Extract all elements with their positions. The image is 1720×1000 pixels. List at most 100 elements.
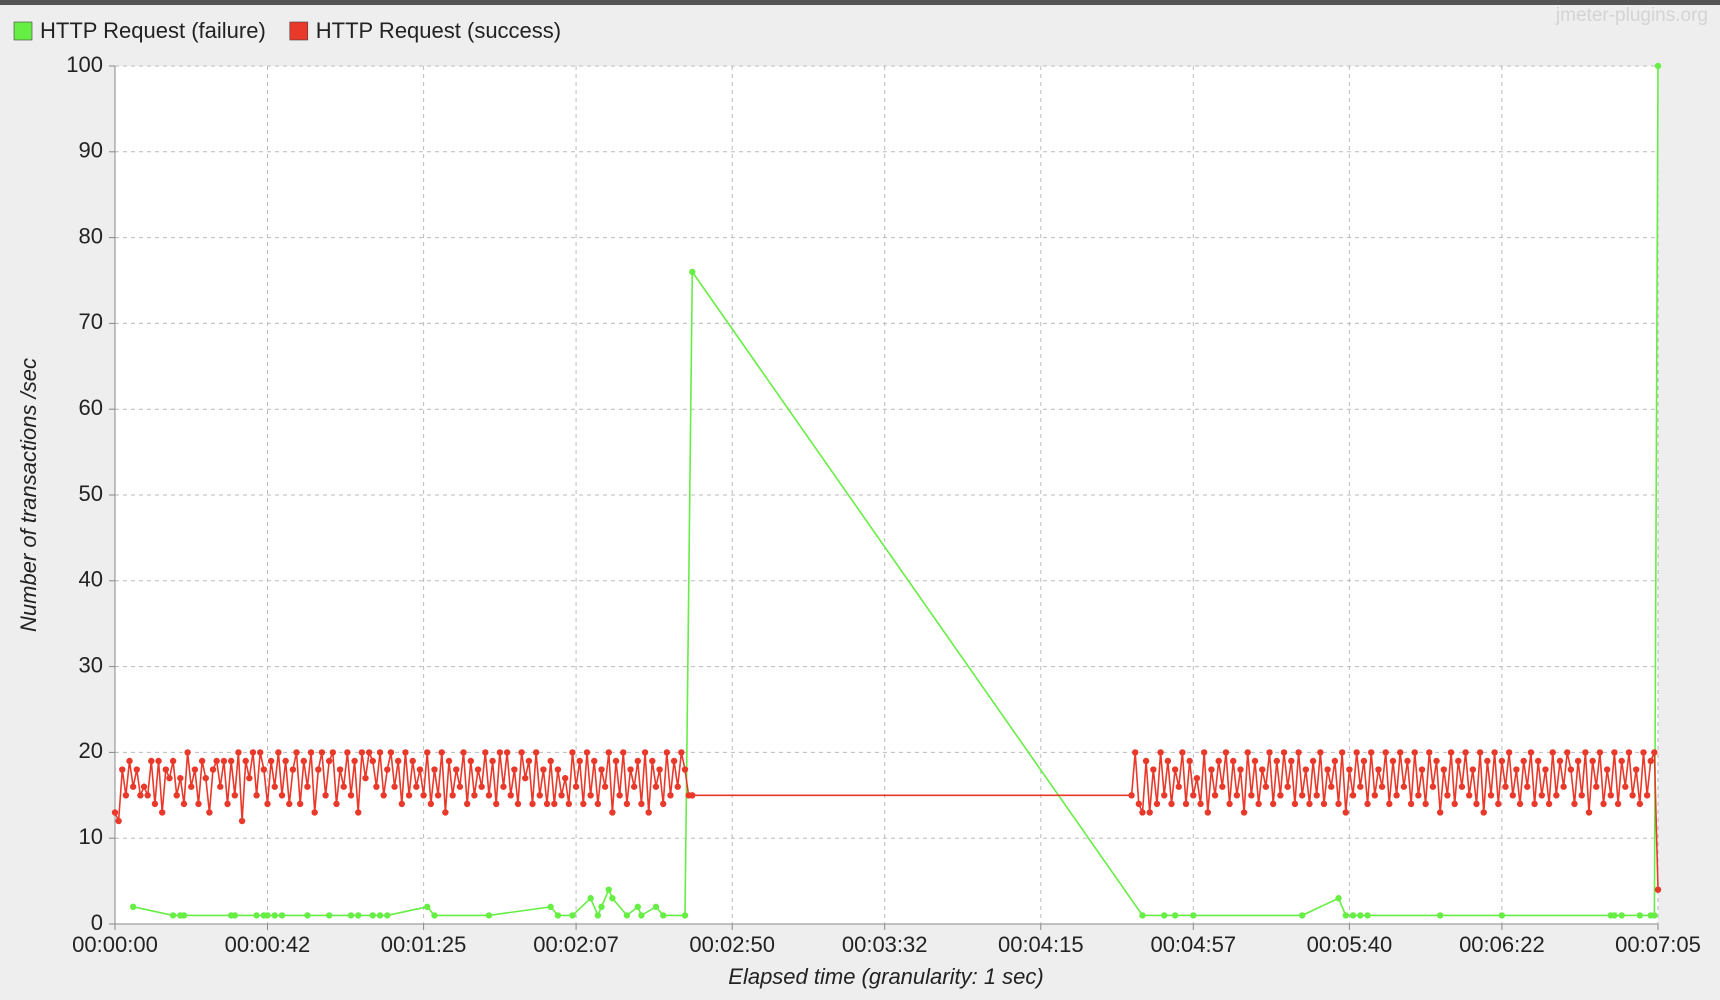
data-point [1480, 809, 1487, 816]
data-point [652, 783, 660, 790]
data-point [689, 792, 696, 799]
data-point [111, 809, 119, 816]
data-point [264, 800, 271, 808]
data-point [507, 792, 514, 799]
data-point [289, 766, 297, 773]
data-point [485, 912, 493, 919]
data-point [206, 809, 213, 816]
data-point [1607, 792, 1615, 799]
data-point [1386, 800, 1393, 808]
data-point [681, 766, 689, 773]
data-point [1498, 757, 1506, 765]
data-point [1571, 800, 1578, 808]
x-tick-label: 00:00:42 [225, 932, 311, 957]
y-tick-label: 20 [79, 738, 103, 763]
data-point [405, 792, 413, 799]
data-point [1527, 749, 1535, 756]
data-point [355, 912, 362, 919]
data-point [1291, 800, 1299, 808]
data-point [227, 757, 235, 765]
data-point [1629, 792, 1636, 799]
data-point [1426, 749, 1433, 756]
data-point [1349, 792, 1357, 799]
data-point [1534, 757, 1542, 765]
data-point [180, 912, 188, 919]
data-point [558, 792, 565, 799]
data-point [1582, 749, 1589, 756]
data-point [565, 800, 573, 808]
data-point [391, 783, 398, 790]
data-point [1418, 766, 1426, 773]
data-point [1378, 783, 1386, 790]
data-point [173, 792, 180, 799]
data-point [1295, 749, 1302, 756]
data-point [231, 792, 239, 799]
data-point [1353, 749, 1360, 756]
y-tick-label: 40 [79, 567, 103, 592]
data-point [304, 912, 311, 919]
data-point [1440, 766, 1447, 773]
x-tick-label: 00:07:05 [1615, 932, 1701, 957]
data-point [169, 912, 177, 919]
data-point [155, 757, 162, 765]
data-point [1306, 800, 1313, 808]
data-point [1349, 912, 1357, 919]
data-point [652, 903, 660, 911]
data-point [1643, 792, 1651, 799]
data-point [1578, 792, 1585, 799]
data-point [1455, 757, 1462, 765]
x-tick-label: 00:01:25 [381, 932, 467, 957]
data-point [402, 749, 409, 756]
data-point [500, 783, 507, 790]
data-point [569, 912, 576, 919]
data-point [678, 749, 685, 756]
data-point [202, 774, 209, 782]
data-point [1168, 800, 1175, 808]
data-point [598, 903, 605, 911]
data-point [246, 774, 253, 782]
data-point [1556, 757, 1564, 765]
data-point [1186, 757, 1193, 765]
data-point [413, 783, 420, 790]
data-point [1436, 912, 1444, 919]
data-point [1219, 783, 1226, 790]
top-bar [0, 0, 1720, 5]
data-point [300, 757, 307, 765]
data-point [1382, 749, 1389, 756]
series-line [114, 749, 1659, 890]
data-point [580, 800, 587, 808]
data-point [293, 749, 300, 756]
data-point [1407, 800, 1415, 808]
data-point [1233, 792, 1241, 799]
data-point [336, 766, 344, 773]
data-point [409, 757, 416, 765]
data-point [1364, 800, 1371, 808]
data-point [1542, 766, 1549, 773]
data-point [594, 912, 602, 919]
data-point [424, 749, 431, 756]
data-point [467, 757, 474, 765]
watermark: jmeter-plugins.org [1555, 5, 1708, 26]
y-tick-label: 80 [79, 223, 103, 248]
data-point [496, 749, 504, 756]
data-point [129, 903, 137, 911]
data-point [1364, 912, 1371, 919]
x-tick-label: 00:03:32 [842, 932, 928, 957]
data-point [1277, 792, 1284, 799]
data-point [329, 749, 337, 756]
data-point [1502, 783, 1509, 790]
data-point [1142, 757, 1150, 765]
data-point [420, 792, 427, 799]
data-point [1593, 783, 1600, 790]
y-tick-label: 90 [79, 138, 103, 163]
data-point [376, 912, 384, 919]
data-point [1262, 783, 1270, 790]
data-point [638, 800, 645, 808]
data-point [1545, 800, 1553, 808]
data-point [1640, 749, 1647, 756]
data-point [663, 749, 671, 756]
data-point [253, 912, 260, 919]
data-point [1190, 792, 1197, 799]
data-point [1309, 757, 1317, 765]
